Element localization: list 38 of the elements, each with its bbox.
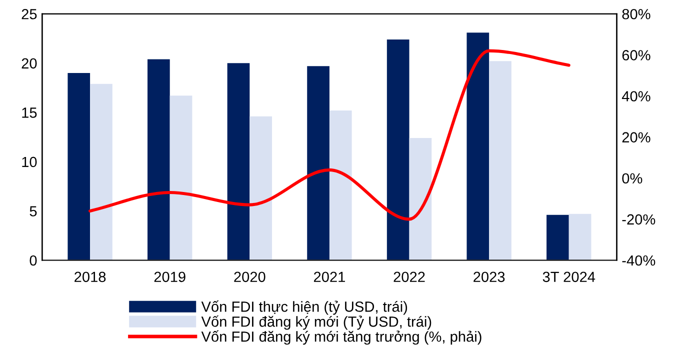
legend-label: Vốn FDI đăng ký mới tăng trưởng (%, phải)	[201, 330, 482, 345]
x-tick-label: 2019	[154, 272, 186, 282]
x-tick-label: 3T 2024	[542, 272, 596, 282]
y-tick-label: 20	[22, 58, 37, 69]
y2-tick-label: 40%	[622, 91, 650, 102]
y2-tick-label: -40%	[622, 255, 656, 266]
bar	[170, 96, 192, 260]
bar	[546, 214, 569, 260]
y2-tick-label: -20%	[622, 214, 656, 225]
bar	[329, 110, 352, 260]
y2-tick-label: 80%	[622, 8, 650, 20]
bar	[568, 214, 592, 260]
bar	[90, 84, 112, 260]
bar	[68, 73, 90, 260]
line-series	[88, 49, 570, 221]
bar	[409, 138, 432, 260]
legend-label: Vốn FDI thực hiện (tỷ USD, trái)	[201, 300, 408, 315]
y-tick-label: 10	[22, 156, 37, 168]
x-tick-label: 2018	[74, 272, 106, 282]
bar	[250, 116, 272, 260]
bar	[148, 59, 170, 260]
bar	[489, 61, 512, 260]
bar	[227, 63, 250, 260]
y-tick-label: 5	[30, 206, 37, 216]
x-tick-label: 2021	[314, 272, 345, 282]
y-tick-label: 15	[22, 108, 37, 118]
y2-tick-label: 60%	[622, 50, 650, 60]
x-tick-label: 2020	[234, 272, 266, 282]
bar	[466, 32, 490, 260]
y-tick-label: 25	[22, 8, 37, 20]
y2-tick-label: 0%	[622, 173, 642, 184]
bar	[307, 66, 330, 260]
x-tick-label: 2023	[474, 272, 505, 282]
bar	[386, 40, 410, 260]
legend-label: Vốn FDI đăng ký mới (Tỷ USD, trái)	[201, 315, 432, 330]
x-tick-label: 2022	[394, 272, 425, 282]
y2-tick-label: 20%	[622, 132, 650, 142]
y-tick-label: 0	[30, 255, 37, 266]
